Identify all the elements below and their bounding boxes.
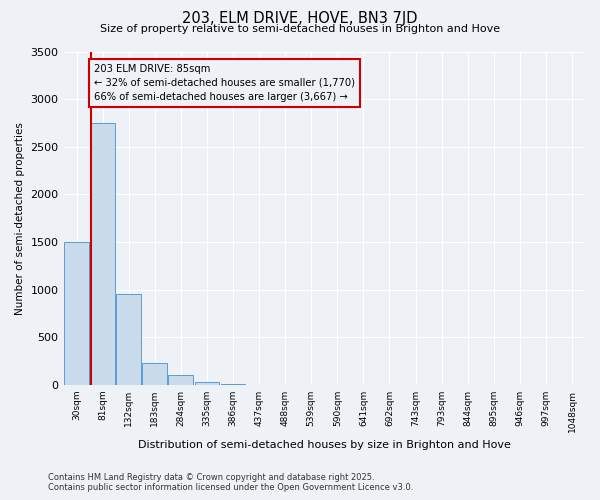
Bar [64, 242, 89, 385]
Text: Size of property relative to semi-detached houses in Brighton and Hove: Size of property relative to semi-detach… [100, 24, 500, 34]
X-axis label: Distribution of semi-detached houses by size in Brighton and Hove: Distribution of semi-detached houses by … [138, 440, 511, 450]
Bar [194, 382, 220, 385]
Bar [142, 364, 167, 385]
Y-axis label: Number of semi-detached properties: Number of semi-detached properties [15, 122, 25, 314]
Text: 203, ELM DRIVE, HOVE, BN3 7JD: 203, ELM DRIVE, HOVE, BN3 7JD [182, 11, 418, 26]
Text: 203 ELM DRIVE: 85sqm
← 32% of semi-detached houses are smaller (1,770)
66% of se: 203 ELM DRIVE: 85sqm ← 32% of semi-detac… [94, 64, 355, 102]
Text: Contains HM Land Registry data © Crown copyright and database right 2025.
Contai: Contains HM Land Registry data © Crown c… [48, 473, 413, 492]
Bar [116, 294, 141, 385]
Bar [169, 376, 193, 385]
Bar [90, 123, 115, 385]
